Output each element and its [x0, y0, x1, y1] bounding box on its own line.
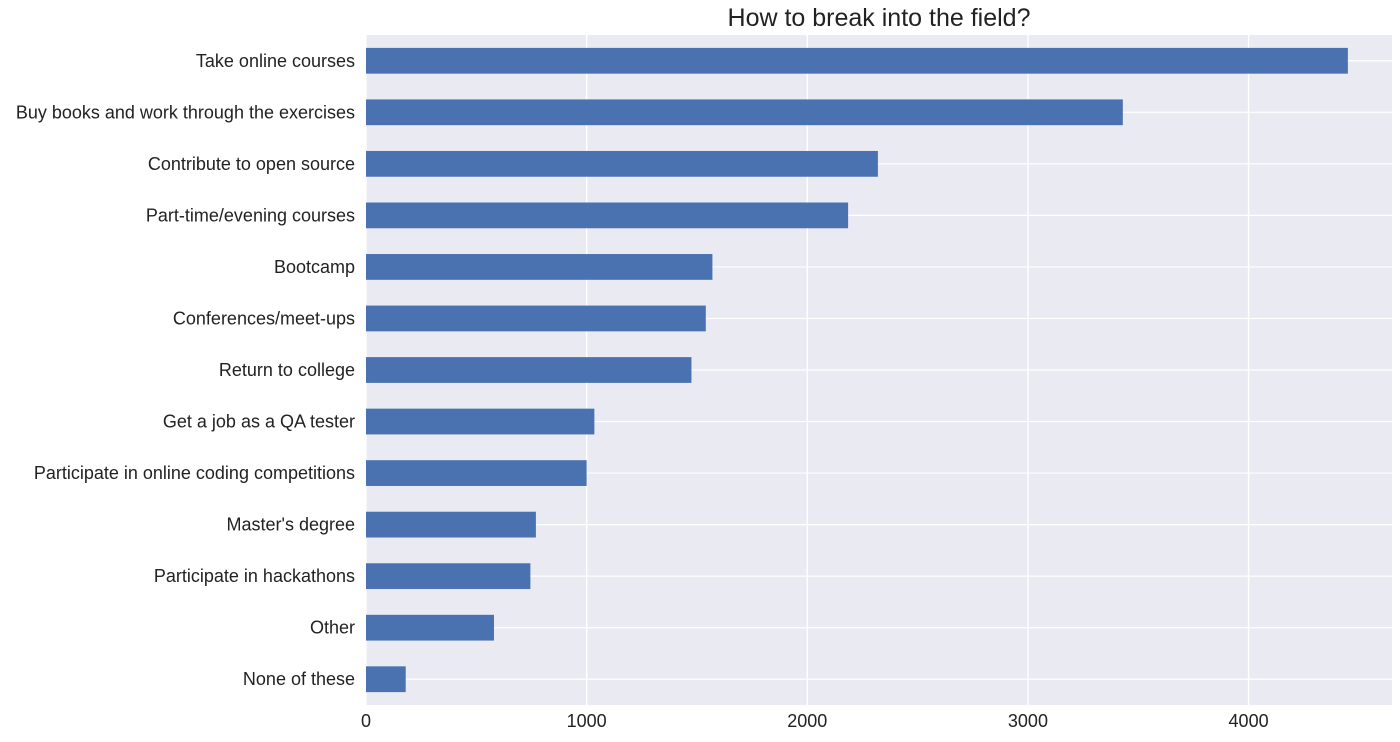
category-label: Contribute to open source [148, 154, 355, 174]
category-label: Get a job as a QA tester [163, 412, 355, 432]
x-tick-labels: 0 1000 2000 3000 4000 [361, 711, 1269, 731]
bar [366, 511, 536, 538]
x-tick-label: 3000 [1008, 711, 1048, 731]
category-label: Part-time/evening courses [146, 205, 355, 225]
category-label: Bootcamp [274, 257, 355, 277]
bar [366, 460, 587, 486]
bar [366, 202, 849, 229]
category-label: Master's degree [227, 515, 356, 535]
category-label: None of these [243, 669, 355, 689]
category-label: Participate in online coding competition… [34, 463, 355, 483]
bar [366, 408, 595, 435]
category-label: Take online courses [196, 51, 355, 71]
x-tick-label: 1000 [567, 711, 607, 731]
category-label: Buy books and work through the exercises [16, 102, 355, 122]
bar [366, 254, 713, 280]
x-tick-label: 4000 [1229, 711, 1269, 731]
category-labels: Take online courses Buy books and work th… [16, 51, 355, 689]
x-tick-label: 2000 [787, 711, 827, 731]
bar [366, 357, 692, 383]
bar [366, 150, 878, 177]
category-label: Other [310, 618, 355, 638]
bar [366, 305, 706, 332]
bar [366, 614, 494, 641]
bar [366, 47, 1348, 74]
bar [366, 563, 531, 590]
bar [366, 666, 406, 693]
chart-title: How to break into the field? [728, 4, 1031, 32]
x-tick-label: 0 [361, 711, 371, 731]
category-label: Return to college [219, 360, 355, 380]
category-label: Conferences/meet-ups [173, 308, 355, 328]
category-label: Participate in hackathons [154, 566, 355, 586]
bars [366, 47, 1348, 693]
bar [366, 99, 1123, 126]
